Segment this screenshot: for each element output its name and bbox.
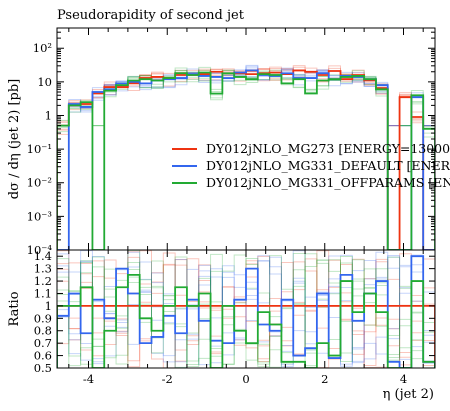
ratio-tick-label: 0.5 — [34, 361, 52, 375]
y-tick-label: 10² — [33, 41, 52, 55]
legend-label: DY012jNLO_MG273 [ENERGY=13000] — [206, 141, 450, 156]
axis-ticks: -4 -2 0 2 410²10110⁻¹10⁻²10⁻³10⁻⁴0.50.60.70.… — [27, 27, 435, 386]
legend: DY012jNLO_MG273 [ENERGY=13000] DY012jNLO_… — [172, 141, 450, 190]
legend-label: DY012jNLO_MG331_OFFPARAMS [ENERGY=13000] — [206, 175, 450, 190]
x-tick-label: 0 — [242, 372, 249, 386]
series-1-ratio-line — [57, 255, 435, 368]
variation-band — [57, 253, 435, 368]
y-tick-label: 10 — [37, 75, 52, 89]
ratio-tick-label: 1.2 — [34, 274, 52, 288]
series-2-line — [57, 71, 435, 250]
ratio-series — [57, 255, 435, 368]
y-tick-label: 1 — [45, 108, 52, 122]
ratio-axis-label: Ratio — [7, 291, 22, 326]
main-series — [57, 69, 435, 250]
x-tick-label: -2 — [162, 372, 173, 386]
x-tick-label: 4 — [400, 372, 407, 386]
ratio-tick-label: 0.9 — [34, 311, 52, 325]
main-plot-frame — [56, 27, 436, 251]
ratio-tick-label: 1 — [45, 299, 52, 313]
series-2-ratio-line — [57, 273, 435, 368]
y-axis-label: dσ / dη (jet 2) [pb] — [7, 79, 22, 200]
plot-title: Pseudorapidity of second jet — [57, 8, 245, 23]
ratio-tick-label: 0.8 — [34, 324, 52, 338]
x-tick-label: 2 — [321, 372, 328, 386]
y-tick-label: 10⁻⁴ — [27, 243, 53, 257]
y-tick-label: 10⁻³ — [27, 209, 53, 223]
y-tick-label: 10⁻¹ — [27, 142, 52, 156]
x-axis-label: η (jet 2) — [383, 387, 434, 402]
series-0-ratio-line — [57, 304, 435, 368]
variation-band — [57, 69, 435, 250]
ratio-tick-label: 1.4 — [34, 249, 52, 263]
ratio-tick-label: 0.7 — [34, 336, 52, 350]
ratio-tick-label: 1.3 — [34, 262, 52, 276]
legend-label: DY012jNLO_MG331_DEFAULT [ENERGY=13000] — [206, 158, 450, 173]
x-tick-label: -4 — [83, 372, 94, 386]
series-0-line — [57, 69, 435, 250]
ratio-tick-label: 1.1 — [34, 286, 52, 300]
y-tick-label: 10⁻² — [27, 176, 52, 190]
ratio-tick-label: 0.6 — [34, 349, 52, 363]
